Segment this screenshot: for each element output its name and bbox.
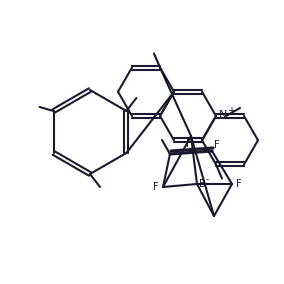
Text: +: + <box>227 106 235 116</box>
Text: B: B <box>199 179 206 189</box>
Text: F: F <box>214 140 220 150</box>
Text: N: N <box>219 110 227 120</box>
Text: F: F <box>236 179 242 189</box>
Text: F: F <box>153 182 159 192</box>
Text: F: F <box>186 139 192 149</box>
Text: -: - <box>206 176 209 185</box>
